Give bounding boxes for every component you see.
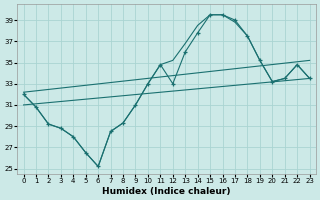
X-axis label: Humidex (Indice chaleur): Humidex (Indice chaleur) — [102, 187, 231, 196]
